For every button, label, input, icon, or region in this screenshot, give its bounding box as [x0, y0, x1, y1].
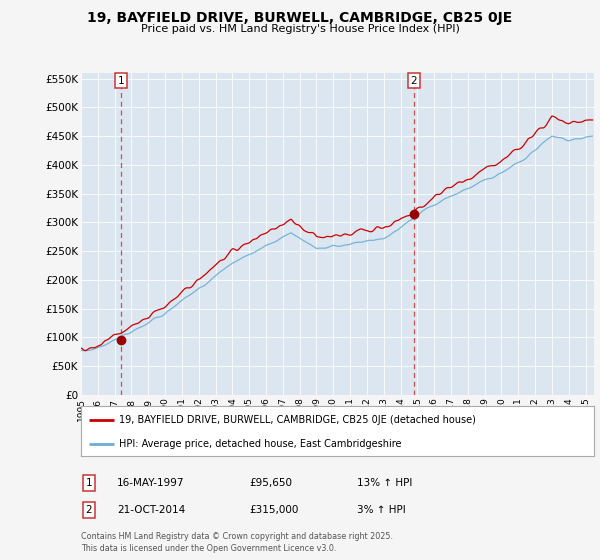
Text: £315,000: £315,000	[249, 505, 298, 515]
Text: 19, BAYFIELD DRIVE, BURWELL, CAMBRIDGE, CB25 0JE (detached house): 19, BAYFIELD DRIVE, BURWELL, CAMBRIDGE, …	[119, 415, 476, 425]
Text: Price paid vs. HM Land Registry's House Price Index (HPI): Price paid vs. HM Land Registry's House …	[140, 24, 460, 34]
Text: HPI: Average price, detached house, East Cambridgeshire: HPI: Average price, detached house, East…	[119, 439, 402, 449]
Text: 1: 1	[85, 478, 92, 488]
Text: 21-OCT-2014: 21-OCT-2014	[117, 505, 185, 515]
Text: 13% ↑ HPI: 13% ↑ HPI	[357, 478, 412, 488]
Text: 2: 2	[85, 505, 92, 515]
Text: 19, BAYFIELD DRIVE, BURWELL, CAMBRIDGE, CB25 0JE: 19, BAYFIELD DRIVE, BURWELL, CAMBRIDGE, …	[88, 11, 512, 25]
Text: 2: 2	[411, 76, 418, 86]
Text: 3% ↑ HPI: 3% ↑ HPI	[357, 505, 406, 515]
Text: £95,650: £95,650	[249, 478, 292, 488]
Text: 1: 1	[118, 76, 124, 86]
Text: 16-MAY-1997: 16-MAY-1997	[117, 478, 185, 488]
Text: Contains HM Land Registry data © Crown copyright and database right 2025.
This d: Contains HM Land Registry data © Crown c…	[81, 533, 393, 553]
